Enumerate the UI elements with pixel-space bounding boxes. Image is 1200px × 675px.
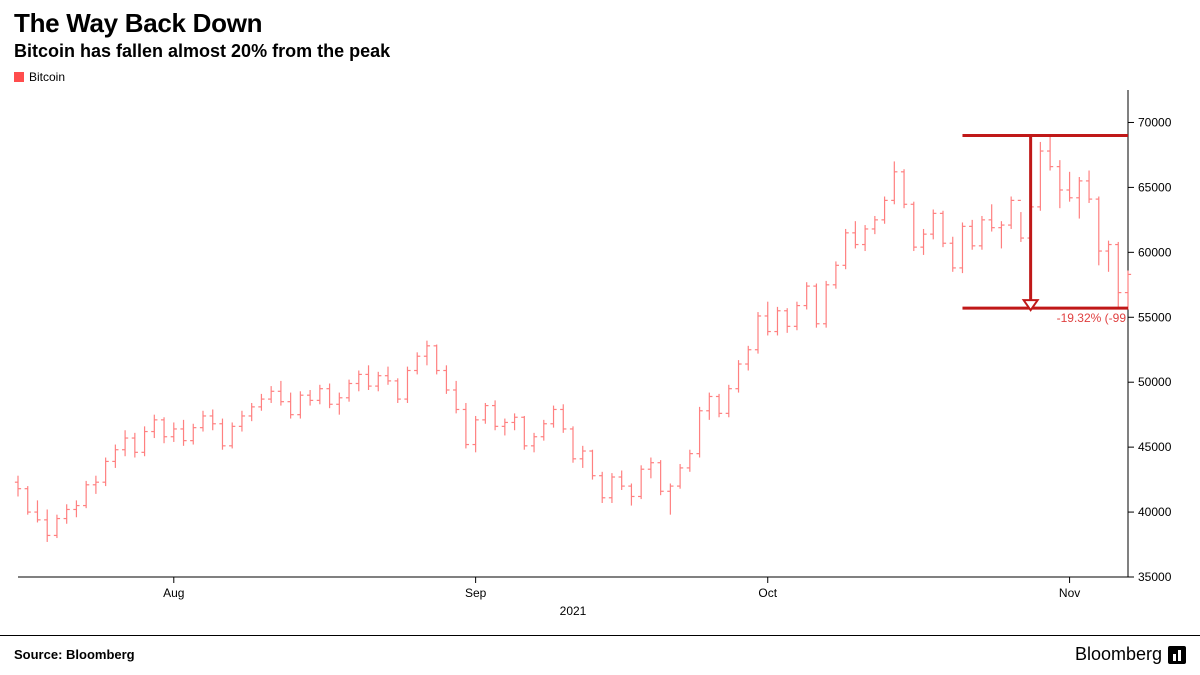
brand-icon [1168, 646, 1186, 664]
svg-text:40000: 40000 [1138, 505, 1172, 519]
svg-text:2021: 2021 [560, 604, 587, 618]
price-chart: 35000 40000 45000 50000 55000 60000 65000 70000… [14, 86, 1186, 621]
svg-text:35000: 35000 [1138, 570, 1172, 584]
svg-text:Oct: Oct [758, 586, 777, 600]
brand-name: Bloomberg [1075, 644, 1162, 665]
svg-text:Aug: Aug [163, 586, 184, 600]
chart-title: The Way Back Down [14, 8, 1186, 39]
legend-label: Bitcoin [29, 70, 65, 84]
svg-text:60000: 60000 [1138, 245, 1172, 259]
legend-swatch-bitcoin [14, 72, 24, 82]
brand-logo: Bloomberg [1075, 644, 1186, 665]
svg-text:Nov: Nov [1059, 586, 1080, 600]
svg-text:70000: 70000 [1138, 115, 1172, 129]
source-attribution: Source: Bloomberg [14, 647, 135, 662]
svg-text:-19.32% (-99: -19.32% (-99 [1057, 311, 1127, 325]
svg-text:Sep: Sep [465, 586, 487, 600]
svg-text:55000: 55000 [1138, 310, 1172, 324]
legend: Bitcoin [0, 64, 1200, 84]
svg-text:45000: 45000 [1138, 440, 1172, 454]
svg-text:65000: 65000 [1138, 180, 1172, 194]
chart-subtitle: Bitcoin has fallen almost 20% from the p… [14, 41, 1186, 62]
svg-text:50000: 50000 [1138, 375, 1172, 389]
